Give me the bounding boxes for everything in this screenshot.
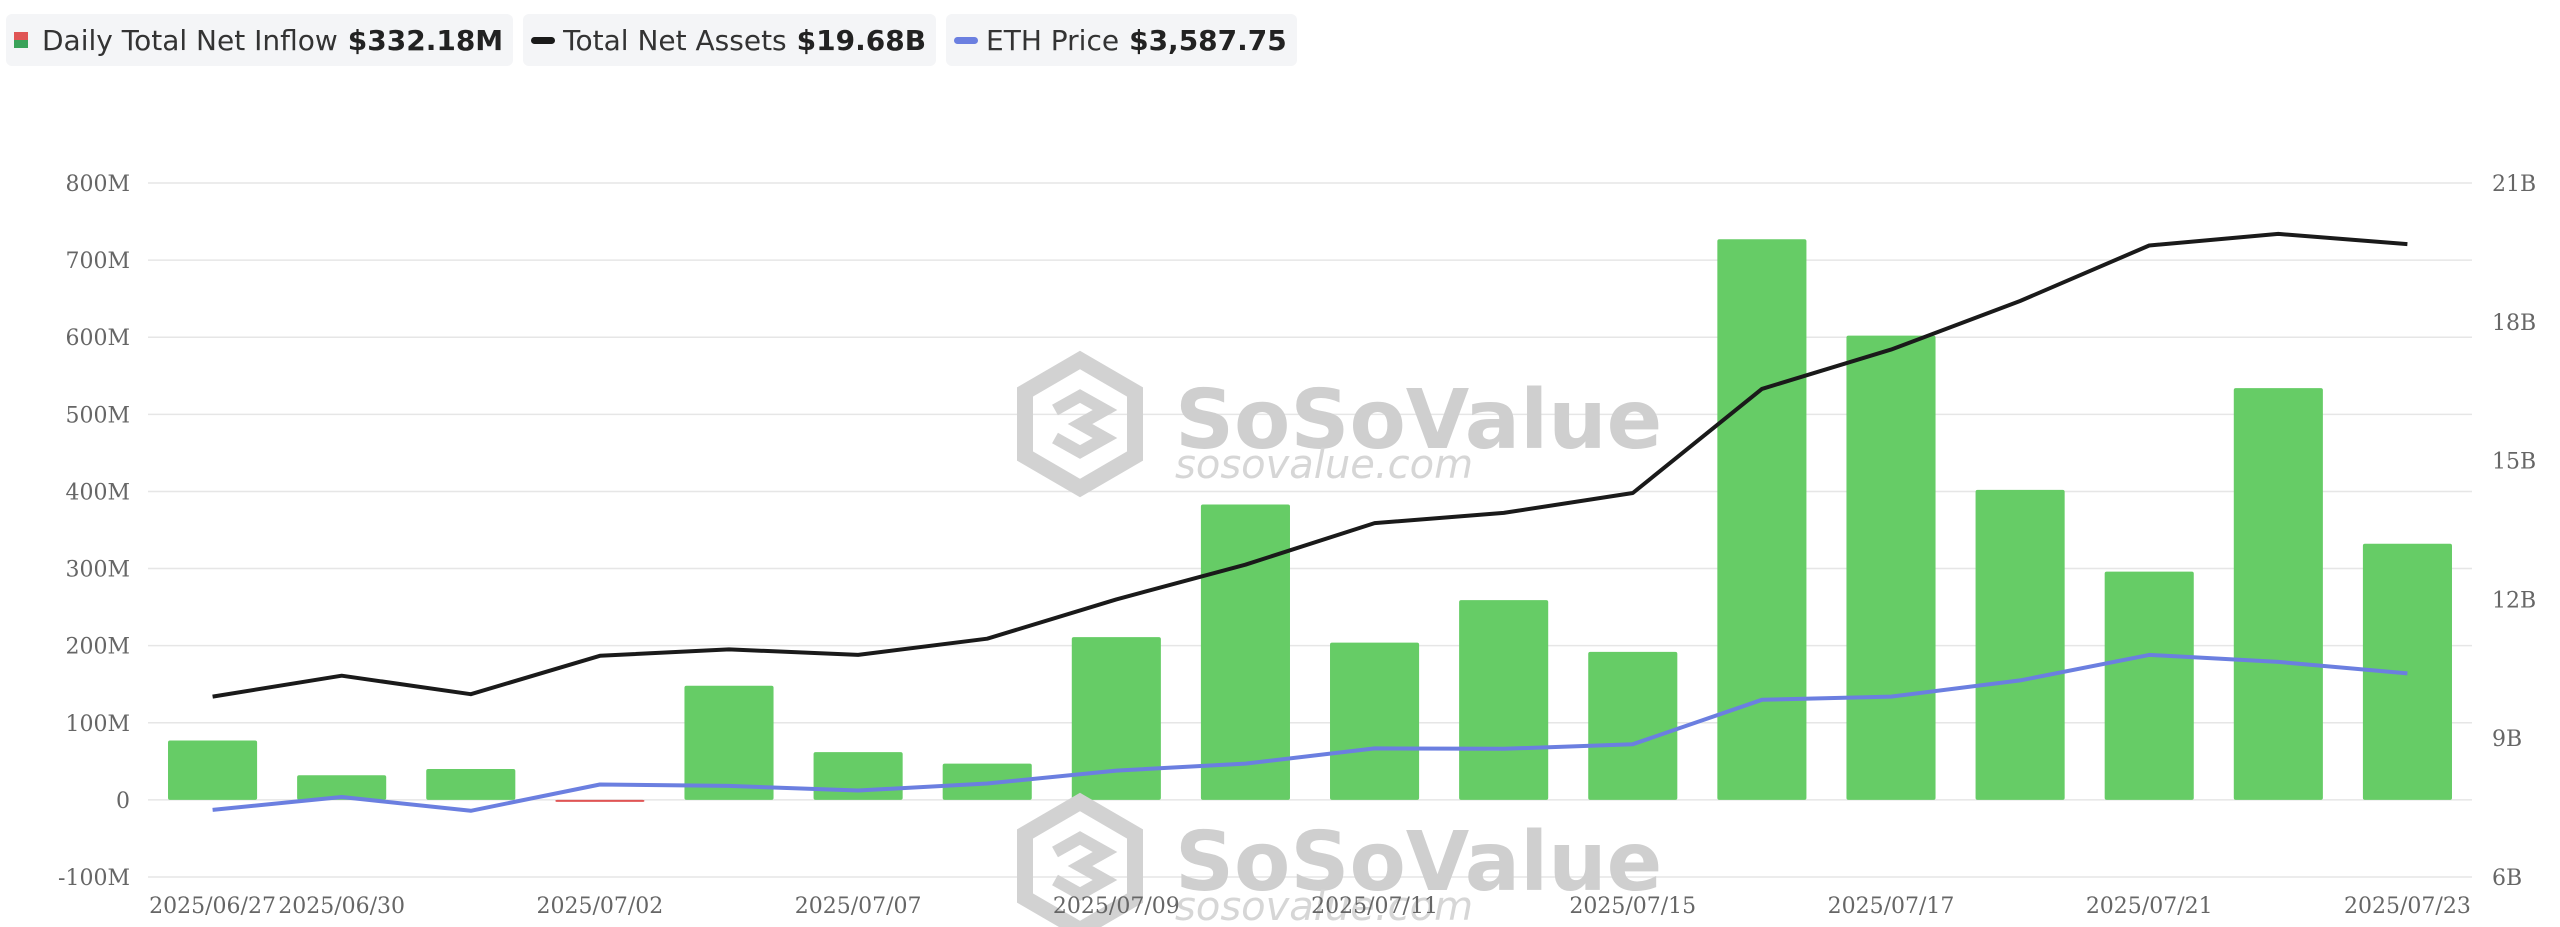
legend-label: ETH Price	[986, 23, 1120, 57]
inflow-bar	[2104, 571, 2194, 800]
legend-item-daily-inflow[interactable]: Daily Total Net Inflow $332.18M	[6, 14, 514, 66]
watermark-brand: SoSoValue	[1175, 373, 1662, 468]
inflow-bar	[1846, 335, 1936, 800]
y-left-tick-label: 200M	[65, 635, 130, 660]
y-left-tick-label: 400M	[65, 480, 130, 505]
legend-value: $19.68B	[796, 23, 927, 57]
x-tick-label: 2025/06/27	[149, 894, 276, 919]
x-tick-label: 2025/07/17	[1828, 894, 1955, 919]
legend-value: $3,587.75	[1129, 23, 1287, 57]
y-left-tick-label: 300M	[65, 558, 130, 583]
blue-line-swatch-icon	[954, 36, 979, 44]
sosovalue-logo-icon	[1017, 350, 1143, 498]
inflow-bar	[2233, 388, 2323, 800]
y-left-tick-label: 0	[116, 789, 130, 814]
sosovalue-logo-icon	[1017, 792, 1143, 927]
x-tick-label: 2025/07/23	[2344, 894, 2471, 919]
legend: Daily Total Net Inflow $332.18M Total Ne…	[6, 14, 1297, 66]
x-tick-label: 2025/07/21	[2086, 894, 2213, 919]
y-left-tick-label: 500M	[65, 403, 130, 428]
y-right-tick-label: 12B	[2492, 588, 2536, 613]
eth-price-line	[212, 652, 2408, 813]
y-right-tick-label: 9B	[2492, 727, 2522, 752]
inflow-bar	[684, 685, 774, 800]
inflow-bar	[1459, 600, 1549, 800]
watermark-brand: SoSoValue	[1175, 815, 1662, 910]
y-right-tick-label: 15B	[2492, 450, 2536, 475]
y-right-tick-label: 6B	[2492, 866, 2522, 891]
inflow-bar	[1588, 651, 1678, 800]
y-left-tick-label: 700M	[65, 249, 130, 274]
watermarks-bottom: SoSoValue sosovalue.com	[1017, 792, 1662, 927]
y-right-tick-label: 18B	[2492, 311, 2536, 336]
inflow-bar	[426, 769, 516, 800]
inflow-bar	[1071, 637, 1161, 800]
watermarks: SoSoValue sosovalue.com	[1017, 350, 1662, 498]
watermark-site: sosovalue.com	[1175, 442, 1473, 488]
inflow-bar	[1200, 504, 1290, 800]
watermark-bottom: SoSoValue sosovalue.com	[1017, 792, 1662, 927]
legend-item-eth-price[interactable]: ETH Price $3,587.75	[946, 14, 1297, 66]
legend-value: $332.18M	[347, 23, 504, 57]
legend-label: Daily Total Net Inflow	[42, 23, 338, 57]
y-left-tick-label: 800M	[65, 172, 130, 197]
inflow-bar	[813, 752, 903, 800]
bar-swatch-icon	[14, 32, 28, 48]
x-tick-label: 2025/07/02	[536, 894, 663, 919]
y-right-tick-label: 21B	[2492, 172, 2536, 197]
legend-label: Total Net Assets	[563, 23, 787, 57]
y-left-tick-label: 100M	[65, 712, 130, 737]
watermark-top: SoSoValue sosovalue.com	[1017, 350, 1662, 498]
watermark-site: sosovalue.com	[1175, 884, 1473, 927]
inflow-bar	[555, 799, 645, 802]
gridlines	[148, 182, 2472, 878]
inflow-bar	[297, 775, 387, 800]
black-line-swatch-icon	[531, 36, 556, 44]
inflow-bar	[1975, 489, 2065, 800]
legend-item-total-net-assets[interactable]: Total Net Assets $19.68B	[523, 14, 937, 66]
y-left-tick-label: 600M	[65, 326, 130, 351]
inflow-bar	[1330, 642, 1420, 800]
y-left-tick-label: -100M	[58, 866, 130, 891]
total-net-assets-line	[212, 231, 2408, 699]
inflow-bar	[1717, 239, 1807, 800]
x-tick-label: 2025/07/07	[795, 894, 922, 919]
x-tick-label: 2025/06/30	[278, 894, 405, 919]
bar-series	[168, 239, 2452, 802]
x-tick-label: 2025/07/15	[1569, 894, 1696, 919]
x-tick-label: 2025/07/09	[1053, 894, 1180, 919]
x-tick-label: 2025/07/11	[1311, 894, 1438, 919]
axes: 800M 700M 600M 500M 400M 300M 200M 100M 0 -100M 21…	[58, 172, 2536, 919]
line-series	[212, 231, 2408, 813]
inflow-bar	[168, 740, 258, 800]
